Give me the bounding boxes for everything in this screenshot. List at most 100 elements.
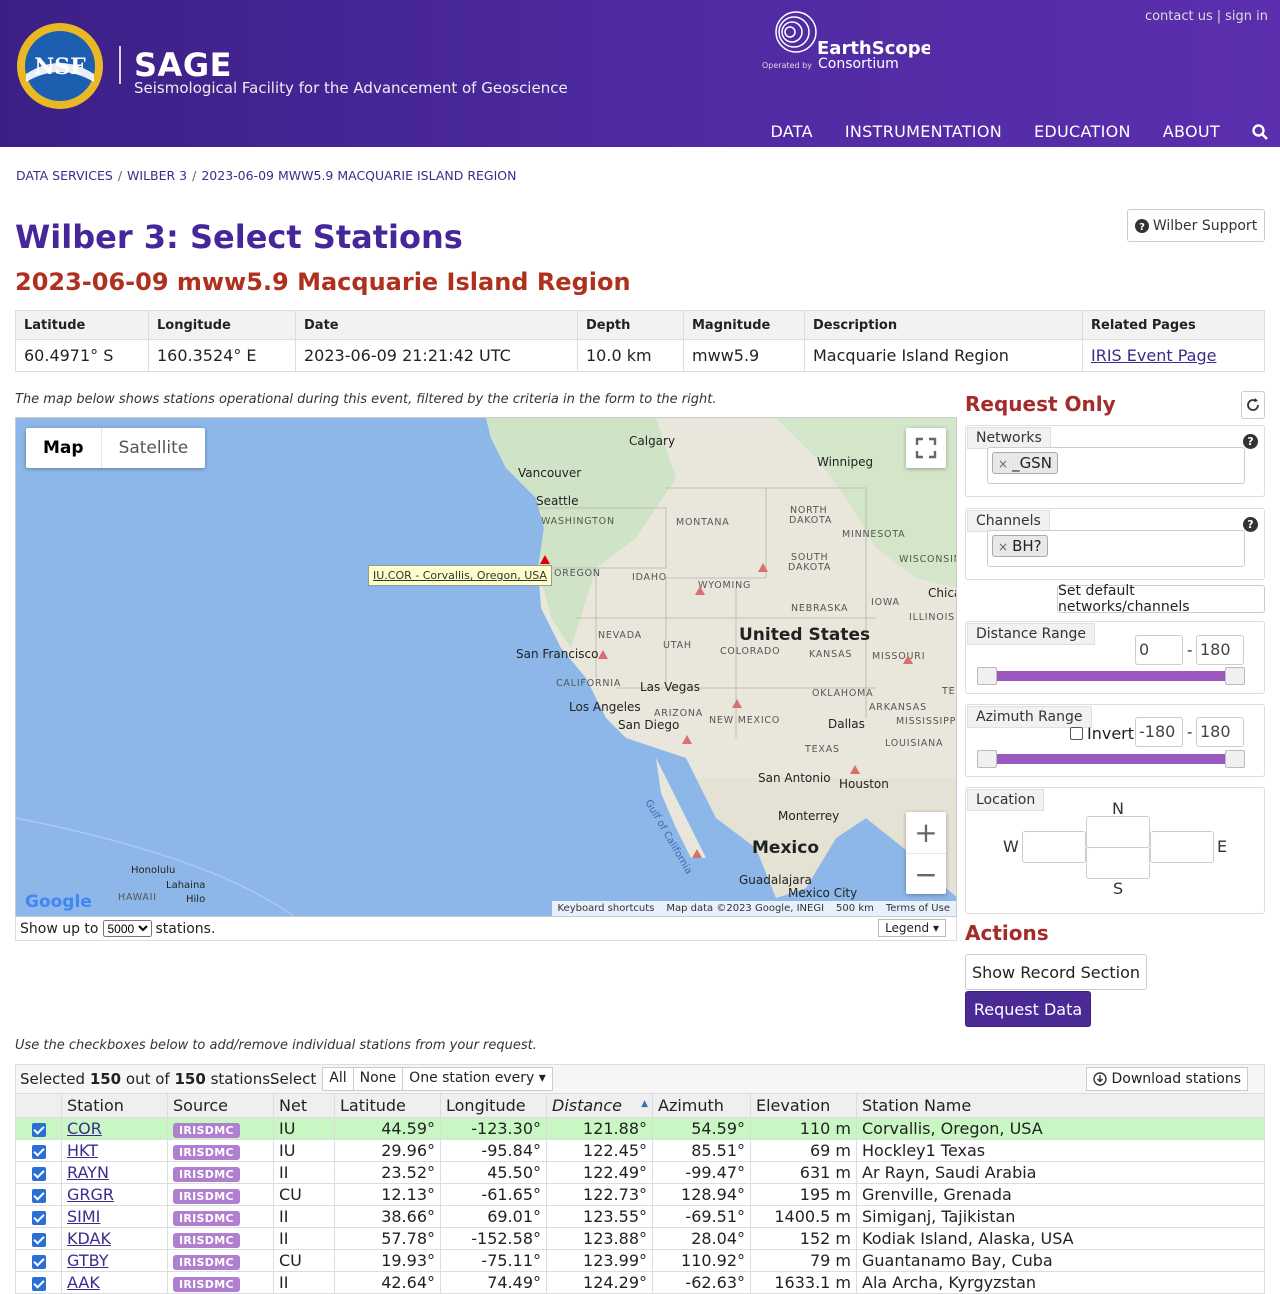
- azimuth-min-handle[interactable]: [977, 750, 997, 768]
- col-station-name[interactable]: Station Name: [856, 1093, 1265, 1118]
- table-row[interactable]: SIMI IRISDMC II 38.66° 69.01° 123.55° -69.51° 1…: [15, 1205, 1265, 1228]
- station-marker-cor[interactable]: [540, 555, 550, 564]
- row-checkbox[interactable]: [31, 1166, 46, 1181]
- col-latitude[interactable]: Latitude: [334, 1093, 441, 1118]
- station-marker[interactable]: [850, 765, 860, 774]
- keyboard-shortcuts-link[interactable]: Keyboard shortcuts: [557, 903, 655, 914]
- row-checkbox[interactable]: [31, 1144, 46, 1159]
- select-all-button[interactable]: All: [322, 1067, 354, 1091]
- show-record-section-button[interactable]: Show Record Section: [965, 954, 1147, 990]
- wilber-support-button[interactable]: ? Wilber Support: [1127, 209, 1265, 242]
- station-link[interactable]: HKT: [67, 1141, 99, 1160]
- col-longitude[interactable]: Longitude: [440, 1093, 547, 1118]
- distance-min-handle[interactable]: [977, 667, 997, 685]
- station-marker[interactable]: [758, 563, 768, 572]
- col-net[interactable]: Net: [273, 1093, 335, 1118]
- station-link[interactable]: GTBY: [67, 1251, 109, 1270]
- row-checkbox[interactable]: [31, 1254, 46, 1269]
- brand-title[interactable]: SAGE: [134, 46, 232, 84]
- col-station[interactable]: Station: [61, 1093, 168, 1118]
- breadcrumb-data-services[interactable]: DATA SERVICES: [16, 168, 113, 183]
- station-link[interactable]: SIMI: [67, 1207, 101, 1226]
- channels-input[interactable]: × BH?: [987, 530, 1245, 567]
- set-default-button[interactable]: Set default networks/channels: [1057, 583, 1265, 615]
- contact-us-link[interactable]: contact us: [1144, 9, 1213, 24]
- station-marker[interactable]: [692, 849, 702, 858]
- legend-button[interactable]: Legend ▾: [878, 919, 946, 937]
- station-marker[interactable]: [695, 586, 705, 595]
- remove-tag-icon[interactable]: ×: [998, 457, 1009, 471]
- station-map[interactable]: Calgary Winnipeg Vancouver Seattle San F…: [15, 417, 957, 917]
- table-row[interactable]: COR IRISDMC IU 44.59° -123.30° 121.88° 54.59° 1…: [15, 1117, 1265, 1140]
- station-marker[interactable]: [598, 650, 608, 659]
- distance-min-input[interactable]: 0: [1135, 635, 1183, 665]
- networks-input[interactable]: × _GSN: [987, 447, 1245, 484]
- table-row[interactable]: HKT IRISDMC IU 29.96° -95.84° 122.45° 85.51° 69…: [15, 1139, 1265, 1162]
- azimuth-min-input[interactable]: -180: [1135, 717, 1183, 747]
- max-stations-select[interactable]: 5000: [102, 920, 152, 937]
- breadcrumb-wilber3[interactable]: WILBER 3: [127, 168, 188, 183]
- question-icon[interactable]: ?: [1243, 434, 1258, 449]
- distance-max-input[interactable]: 180: [1196, 635, 1244, 665]
- search-icon[interactable]: [1252, 123, 1268, 140]
- nav-about[interactable]: ABOUT: [1162, 122, 1220, 141]
- east-input[interactable]: [1150, 831, 1214, 863]
- station-link[interactable]: RAYN: [67, 1163, 109, 1182]
- col-source[interactable]: Source: [167, 1093, 274, 1118]
- west-input[interactable]: [1022, 831, 1086, 863]
- row-checkbox[interactable]: [31, 1232, 46, 1247]
- remove-tag-icon[interactable]: ×: [998, 540, 1009, 554]
- col-elevation[interactable]: Elevation: [750, 1093, 857, 1118]
- south-input[interactable]: [1086, 847, 1150, 879]
- earthscope-logo[interactable]: Operated by EarthScope Consortium: [760, 8, 930, 74]
- zoom-in-button[interactable]: +: [914, 816, 938, 849]
- map-scale[interactable]: 500 km: [836, 903, 874, 914]
- request-data-button[interactable]: Request Data: [965, 991, 1091, 1027]
- row-checkbox[interactable]: [31, 1276, 46, 1291]
- station-marker[interactable]: [732, 699, 742, 708]
- download-stations-button[interactable]: Download stations: [1086, 1067, 1248, 1091]
- row-checkbox[interactable]: [31, 1210, 46, 1225]
- nav-education[interactable]: EDUCATION: [1034, 122, 1131, 141]
- iris-event-page-link[interactable]: IRIS Event Page: [1091, 346, 1217, 365]
- table-row[interactable]: GTBY IRISDMC CU 19.93° -75.11° 123.99° 110.92°…: [15, 1249, 1265, 1272]
- north-input[interactable]: [1086, 816, 1150, 848]
- azimuth-max-input[interactable]: 180: [1196, 717, 1244, 747]
- terms-link[interactable]: Terms of Use: [885, 903, 950, 914]
- station-tooltip[interactable]: IU.COR - Corvallis, Oregon, USA: [368, 565, 552, 586]
- col-distance[interactable]: Distance ▲: [546, 1093, 653, 1118]
- one-station-every-dropdown[interactable]: One station every ▾: [403, 1067, 553, 1091]
- table-row[interactable]: KDAK IRISDMC II 57.78° -152.58° 123.88° 28.04°…: [15, 1227, 1265, 1250]
- table-row[interactable]: RAYN IRISDMC II 23.52° 45.50° 122.49° -99.47° 6…: [15, 1161, 1265, 1184]
- network-tag[interactable]: × _GSN: [992, 452, 1058, 474]
- azimuth-max-handle[interactable]: [1225, 750, 1245, 768]
- station-marker[interactable]: [682, 735, 692, 744]
- col-azimuth[interactable]: Azimuth: [652, 1093, 751, 1118]
- azimuth-slider[interactable]: [977, 750, 1245, 768]
- channel-tag[interactable]: × BH?: [992, 535, 1048, 557]
- distance-max-handle[interactable]: [1225, 667, 1245, 685]
- station-link[interactable]: COR: [67, 1119, 102, 1138]
- nav-data[interactable]: DATA: [770, 122, 813, 141]
- invert-option[interactable]: Invert: [1070, 724, 1134, 743]
- breadcrumb-event[interactable]: 2023-06-09 MWW5.9 MACQUARIE ISLAND REGIO…: [201, 168, 517, 183]
- nav-instrumentation[interactable]: INSTRUMENTATION: [844, 122, 1002, 141]
- select-none-button[interactable]: None: [353, 1067, 404, 1091]
- station-link[interactable]: GRGR: [67, 1185, 115, 1204]
- table-row[interactable]: AAK IRISDMC II 42.64° 74.49° 124.29° -62.63° 16…: [15, 1271, 1265, 1294]
- row-checkbox[interactable]: [31, 1188, 46, 1203]
- nsf-logo[interactable]: NSF: [16, 22, 104, 110]
- map-type-map[interactable]: Map: [43, 438, 84, 458]
- question-icon[interactable]: ?: [1243, 517, 1258, 532]
- row-checkbox[interactable]: [31, 1122, 46, 1137]
- sign-in-link[interactable]: sign in: [1225, 9, 1268, 24]
- map-type-satellite[interactable]: Satellite: [100, 428, 206, 468]
- invert-checkbox[interactable]: [1070, 727, 1083, 740]
- station-marker[interactable]: [903, 655, 913, 664]
- station-link[interactable]: KDAK: [67, 1229, 111, 1248]
- station-link[interactable]: AAK: [67, 1273, 100, 1292]
- table-row[interactable]: GRGR IRISDMC CU 12.13° -61.65° 122.73° 128.94°…: [15, 1183, 1265, 1206]
- zoom-out-button[interactable]: −: [906, 853, 946, 894]
- fullscreen-button[interactable]: [906, 428, 946, 468]
- distance-slider[interactable]: [977, 667, 1245, 685]
